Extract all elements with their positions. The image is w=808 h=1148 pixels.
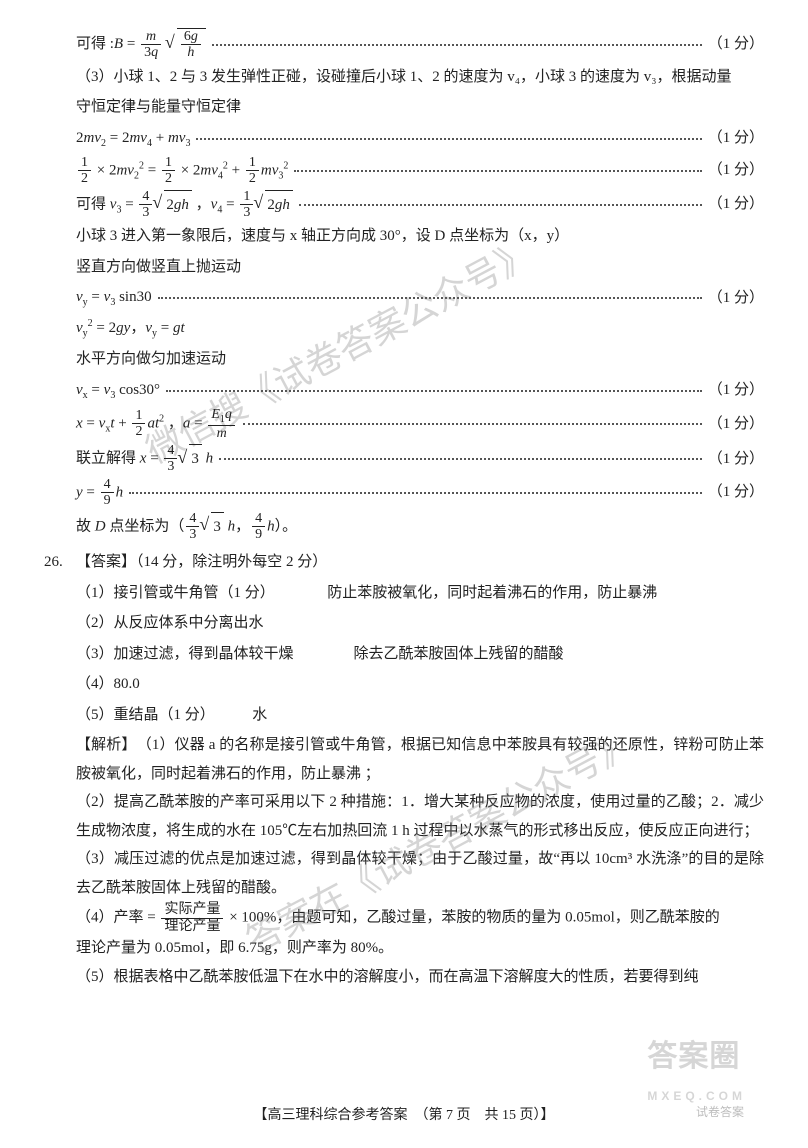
eq-line-energy: 12 × 2mv22 = 12 × 2mv42 + 12mv32 （1 分） [44, 155, 764, 187]
q26-exp-3: （3）减压过滤的优点是加速过滤，得到晶体较干燥；由于乙酸过量，故“再以 10cm… [76, 845, 764, 902]
text-line: 竖直方向做竖直上抛运动 [44, 253, 764, 282]
eq-line-momentum: 2mv2 = 2mv4 + mv3 （1 分） [44, 124, 764, 153]
q26-exp-5: （5）根据表格中乙酰苯胺低温下在水中的溶解度小，而在高温下溶解度大的性质，若要得… [76, 963, 764, 992]
eq-line-solx: 联立解得 x = 433 h （1 分） [44, 443, 764, 475]
eq-line-v3v4: 可得 v3 = 432gh ，v4 = 132gh （1 分） [44, 189, 764, 221]
text-line: 水平方向做匀加速运动 [44, 345, 764, 374]
eq-line-vy: vy = v3 sin30 （1 分） [44, 283, 764, 312]
eq-line-vy2: vy2 = 2gy，vy = gt [44, 314, 764, 343]
text-line: 守恒定律与能量守恒定律 [44, 93, 764, 122]
q26-head: 【答案】（14 分，除注明外每空 2 分） [76, 548, 764, 577]
q26-a2: （2）从反应体系中分离出水 [76, 609, 764, 638]
q26-a5: （5）重结晶（1 分） 水 [76, 701, 764, 730]
q26-a4: （4）80.0 [76, 670, 764, 699]
eq-line-vx: vx = v3 cos30° （1 分） [44, 376, 764, 405]
watermark-logo-main: 答案圈 [647, 1040, 740, 1073]
eq-line-x: x = vxt + 12at2 ，a = E1qm （1 分） [44, 407, 764, 441]
score: （1 分） [708, 30, 764, 59]
watermark-logo: 答案圈 MXEQ.COM [647, 1028, 746, 1108]
page: 微信搜《试卷答案公众号》 答案在《试卷答案公众号》 答案圈 MXEQ.COM 试… [44, 28, 764, 1138]
text: 可得 :B = m3q 6gh [76, 28, 206, 61]
eq-line-B: 可得 :B = m3q 6gh （1 分） [44, 28, 764, 61]
question-26: 26. 【答案】（14 分，除注明外每空 2 分） （1）接引管或牛角管（1 分… [44, 548, 764, 991]
page-footer: 【高三理科综合参考答案 （第 7 页 共 15 页）】 [44, 1103, 764, 1130]
text-line: （3）小球 1、2 与 3 发生弹性正碰，设碰撞后小球 1、2 的速度为 v₄，… [44, 63, 764, 92]
q26-exp-1: 【解析】 （1）仪器 a 的名称是接引管或牛角管，根据已知信息中苯胺具有较强的还… [76, 731, 764, 788]
text-line-D: 故 D 点坐标为（433 h，49h）。 [44, 511, 764, 543]
q26-exp-2: （2）提高乙酰苯胺的产率可采用以下 2 种措施：1．增大某种反应物的浓度，使用过… [76, 788, 764, 845]
q26-exp-4: （4）产率 = 实际产量理论产量 × 100%，由题可知，乙酸过量，苯胺的物质的… [76, 902, 764, 934]
q26-a1: （1）接引管或牛角管（1 分） 防止苯胺被氧化，同时起着沸石的作用，防止暴沸 [76, 579, 764, 608]
text-line: 小球 3 进入第一象限后，速度与 x 轴正方向成 30°，设 D 点坐标为（x，… [44, 222, 764, 251]
q26-number: 26. [44, 548, 76, 991]
q26-a3: （3）加速过滤，得到晶体较干燥 除去乙酰苯胺固体上残留的醋酸 [76, 640, 764, 669]
q26-exp-4b: 理论产量为 0.05mol，即 6.75g，则产率为 80%。 [76, 934, 764, 963]
eq-line-soly: y = 49h （1 分） [44, 477, 764, 509]
